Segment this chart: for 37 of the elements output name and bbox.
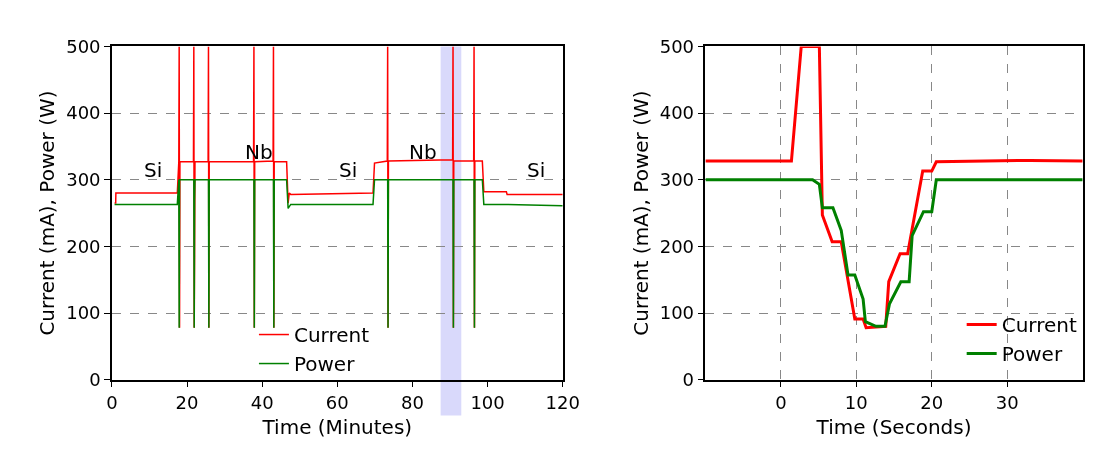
legend-label: Current (1001, 313, 1077, 338)
y-tick-label: 400 (66, 102, 101, 124)
annotation: Nb (409, 140, 437, 164)
y-tick-label: 300 (659, 169, 695, 191)
line-series (705, 46, 1083, 330)
x-tick-label: 80 (401, 392, 424, 414)
x-tick-label: 0 (775, 392, 787, 414)
x-tick-label: 10 (844, 392, 868, 414)
line-series (113, 178, 563, 329)
y-tick-label: 100 (659, 302, 695, 324)
x-tick-label: 20 (920, 392, 944, 414)
y-axis-title: Current (mA), Power (W) (35, 90, 60, 336)
x-tick-label: 30 (995, 392, 1019, 414)
x-tick-label: 60 (325, 392, 349, 414)
y-tick-label: 0 (682, 369, 695, 390)
annotation: Si (527, 158, 546, 182)
legend-label: Power (1001, 342, 1063, 367)
y-tick-label: 500 (66, 35, 101, 57)
y-tick-label: 0 (89, 369, 101, 390)
legend-label: Current (293, 323, 370, 348)
x-tick-label: 20 (175, 392, 199, 414)
y-tick-label: 200 (66, 235, 101, 257)
x-tick-label: 0 (106, 392, 118, 414)
x-tick-label: 40 (250, 392, 274, 414)
annotation: Si (339, 158, 358, 182)
y-tick-label: 400 (659, 102, 695, 124)
y-tick-label: 500 (659, 35, 695, 57)
annotation: Si (144, 158, 163, 182)
legend-label: Power (293, 352, 356, 377)
x-tick-label: 120 (545, 392, 580, 414)
x-tick-label: 100 (470, 392, 505, 414)
y-tick-label: 100 (66, 302, 101, 324)
y-tick-label: 300 (66, 169, 101, 191)
x-axis-title: Time (Minutes) (261, 415, 413, 440)
y-tick-label: 200 (659, 235, 695, 257)
x-axis-title: Time (Seconds) (815, 415, 972, 440)
y-axis-title: Current (mA), Power (W) (628, 90, 653, 336)
